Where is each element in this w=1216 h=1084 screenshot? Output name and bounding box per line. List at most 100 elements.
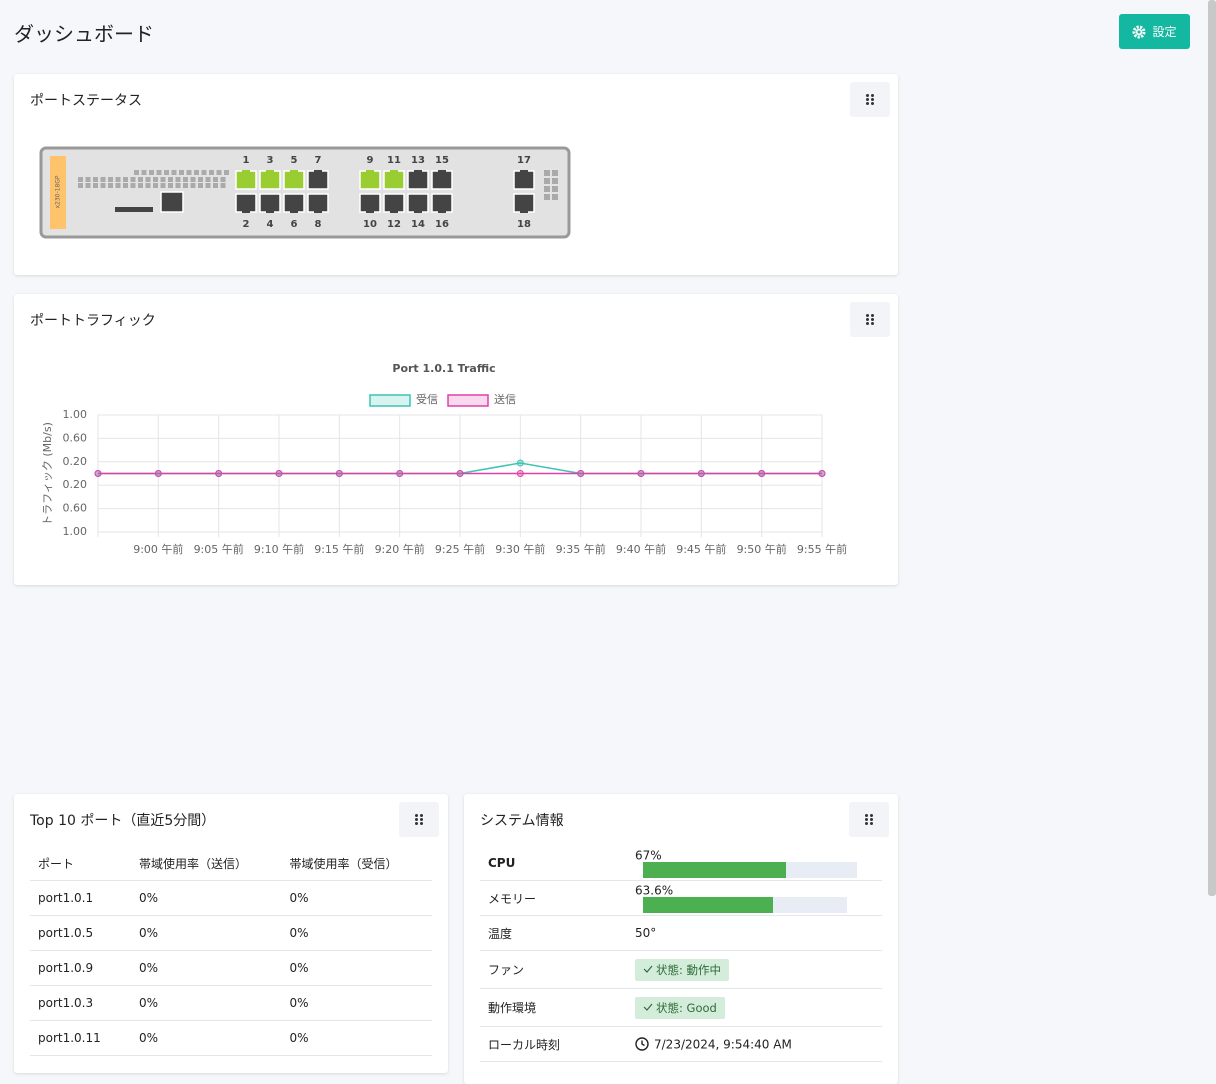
info-value: 63.6% <box>627 880 882 916</box>
info-value: 67% <box>627 846 882 881</box>
y-tick-label: 1.00 <box>63 525 88 538</box>
settings-button[interactable]: 設定 <box>1119 14 1190 49</box>
top-ports-table: ポート 帯域使用率（送信） 帯域使用率（受信） port1.0.1 0% 0% port1.… <box>30 846 432 1056</box>
info-value: 7/23/2024, 9:54:40 AM <box>627 1026 882 1062</box>
drag-handle[interactable] <box>850 302 890 337</box>
data-point <box>275 470 283 477</box>
x-tick-label: 9:00 午前 <box>133 542 183 556</box>
value-label: 67% <box>635 848 662 863</box>
led <box>115 177 121 182</box>
data-point <box>456 470 464 477</box>
info-label: ファン <box>480 950 627 989</box>
led <box>138 177 143 182</box>
progress-track <box>643 897 847 914</box>
port-label: 3 <box>267 155 274 166</box>
table-cell: 0% <box>281 915 432 951</box>
led <box>93 177 98 182</box>
legend-label: 受信 <box>416 392 438 406</box>
port-label: 15 <box>435 155 449 166</box>
check <box>643 1003 653 1011</box>
drag-handle[interactable] <box>399 802 439 837</box>
column-header: ポート <box>30 846 131 881</box>
port-label: 16 <box>435 219 449 230</box>
led <box>175 183 181 188</box>
table-cell: port1.0.5 <box>30 915 131 951</box>
data-point <box>516 459 524 467</box>
fan-hole <box>552 170 558 176</box>
clock-hands <box>641 1040 645 1047</box>
model-label: x230-18GP <box>55 175 62 208</box>
fan-hole <box>544 170 550 176</box>
check <box>643 965 653 973</box>
port-latch <box>520 170 528 174</box>
handle-icon <box>866 94 874 105</box>
led <box>149 170 154 175</box>
led <box>224 170 229 175</box>
info-label: メモリー <box>480 880 627 916</box>
port-label: 4 <box>267 219 274 230</box>
system-info-table: CPU 67% メモリー 63.6% 温度 50° ファン 状態: 動作中 動作環境 状態: Go… <box>480 846 882 1062</box>
port-latch <box>314 209 322 213</box>
port-latch <box>366 170 374 174</box>
table-row: port1.0.1 0% 0% <box>30 880 432 916</box>
table-cell: 0% <box>131 915 282 951</box>
led <box>145 183 151 188</box>
port-label: 10 <box>363 219 377 230</box>
time-text: 7/23/2024, 9:54:40 AM <box>654 1037 792 1052</box>
led <box>130 177 136 182</box>
port-label: 18 <box>517 219 531 230</box>
led <box>220 177 226 182</box>
data-point <box>577 470 585 477</box>
port-traffic-card: ポートトラフィック Port 1.0.1 Traffic トラフィック (Mb/… <box>14 294 898 585</box>
y-tick-label: 0.20 <box>63 478 88 491</box>
led <box>190 177 196 182</box>
led <box>108 183 113 188</box>
console-port <box>115 207 153 212</box>
table-row: port1.0.3 0% 0% <box>30 985 432 1021</box>
x-tick-label: 9:45 午前 <box>676 542 726 556</box>
led <box>209 170 214 175</box>
led <box>138 183 143 188</box>
column-header: 帯域使用率（受信） <box>281 846 432 881</box>
x-tick-label: 9:30 午前 <box>495 542 545 556</box>
led <box>100 177 106 182</box>
led <box>190 183 196 188</box>
x-tick-label: 9:35 午前 <box>556 542 606 556</box>
y-axis-label: トラフィック (Mb/s) <box>41 422 54 526</box>
info-row: CPU 67% <box>480 846 882 881</box>
port-latch <box>438 209 446 213</box>
scrollbar[interactable] <box>1208 0 1216 896</box>
check-icon <box>643 965 653 973</box>
fan-hole <box>552 186 558 192</box>
led <box>160 177 166 182</box>
table-cell: 0% <box>281 880 432 916</box>
led <box>153 183 158 188</box>
data-point <box>215 470 223 477</box>
value-text: 50° <box>635 926 657 940</box>
y-tick-label: 0.60 <box>63 431 88 444</box>
value-label: 63.6% <box>635 883 674 898</box>
settings-label: 設定 <box>1152 25 1177 39</box>
table-cell: 0% <box>131 950 282 986</box>
led <box>194 170 199 175</box>
info-label: 温度 <box>480 915 627 951</box>
led <box>164 170 169 175</box>
handle-icon <box>865 814 873 825</box>
clock-face <box>635 1037 649 1051</box>
info-value: 50° <box>627 915 882 951</box>
progress-track <box>643 862 857 879</box>
led <box>160 183 166 188</box>
drag-handle[interactable] <box>849 802 889 837</box>
led <box>153 177 158 182</box>
card-title: システム情報 <box>480 813 564 829</box>
port-label: 12 <box>387 219 401 230</box>
port-label: 6 <box>291 219 298 230</box>
progress-fill <box>643 862 787 879</box>
table-cell: 0% <box>281 1020 432 1056</box>
drag-handle[interactable] <box>850 82 890 117</box>
clock-icon <box>635 1037 649 1051</box>
table-cell: port1.0.1 <box>30 880 131 916</box>
column-header: 帯域使用率（送信） <box>131 846 282 881</box>
system-info-card: システム情報 CPU 67% メモリー 63.6% 温度 50° ファン 状態: 動作中 動作環… <box>464 794 898 1084</box>
